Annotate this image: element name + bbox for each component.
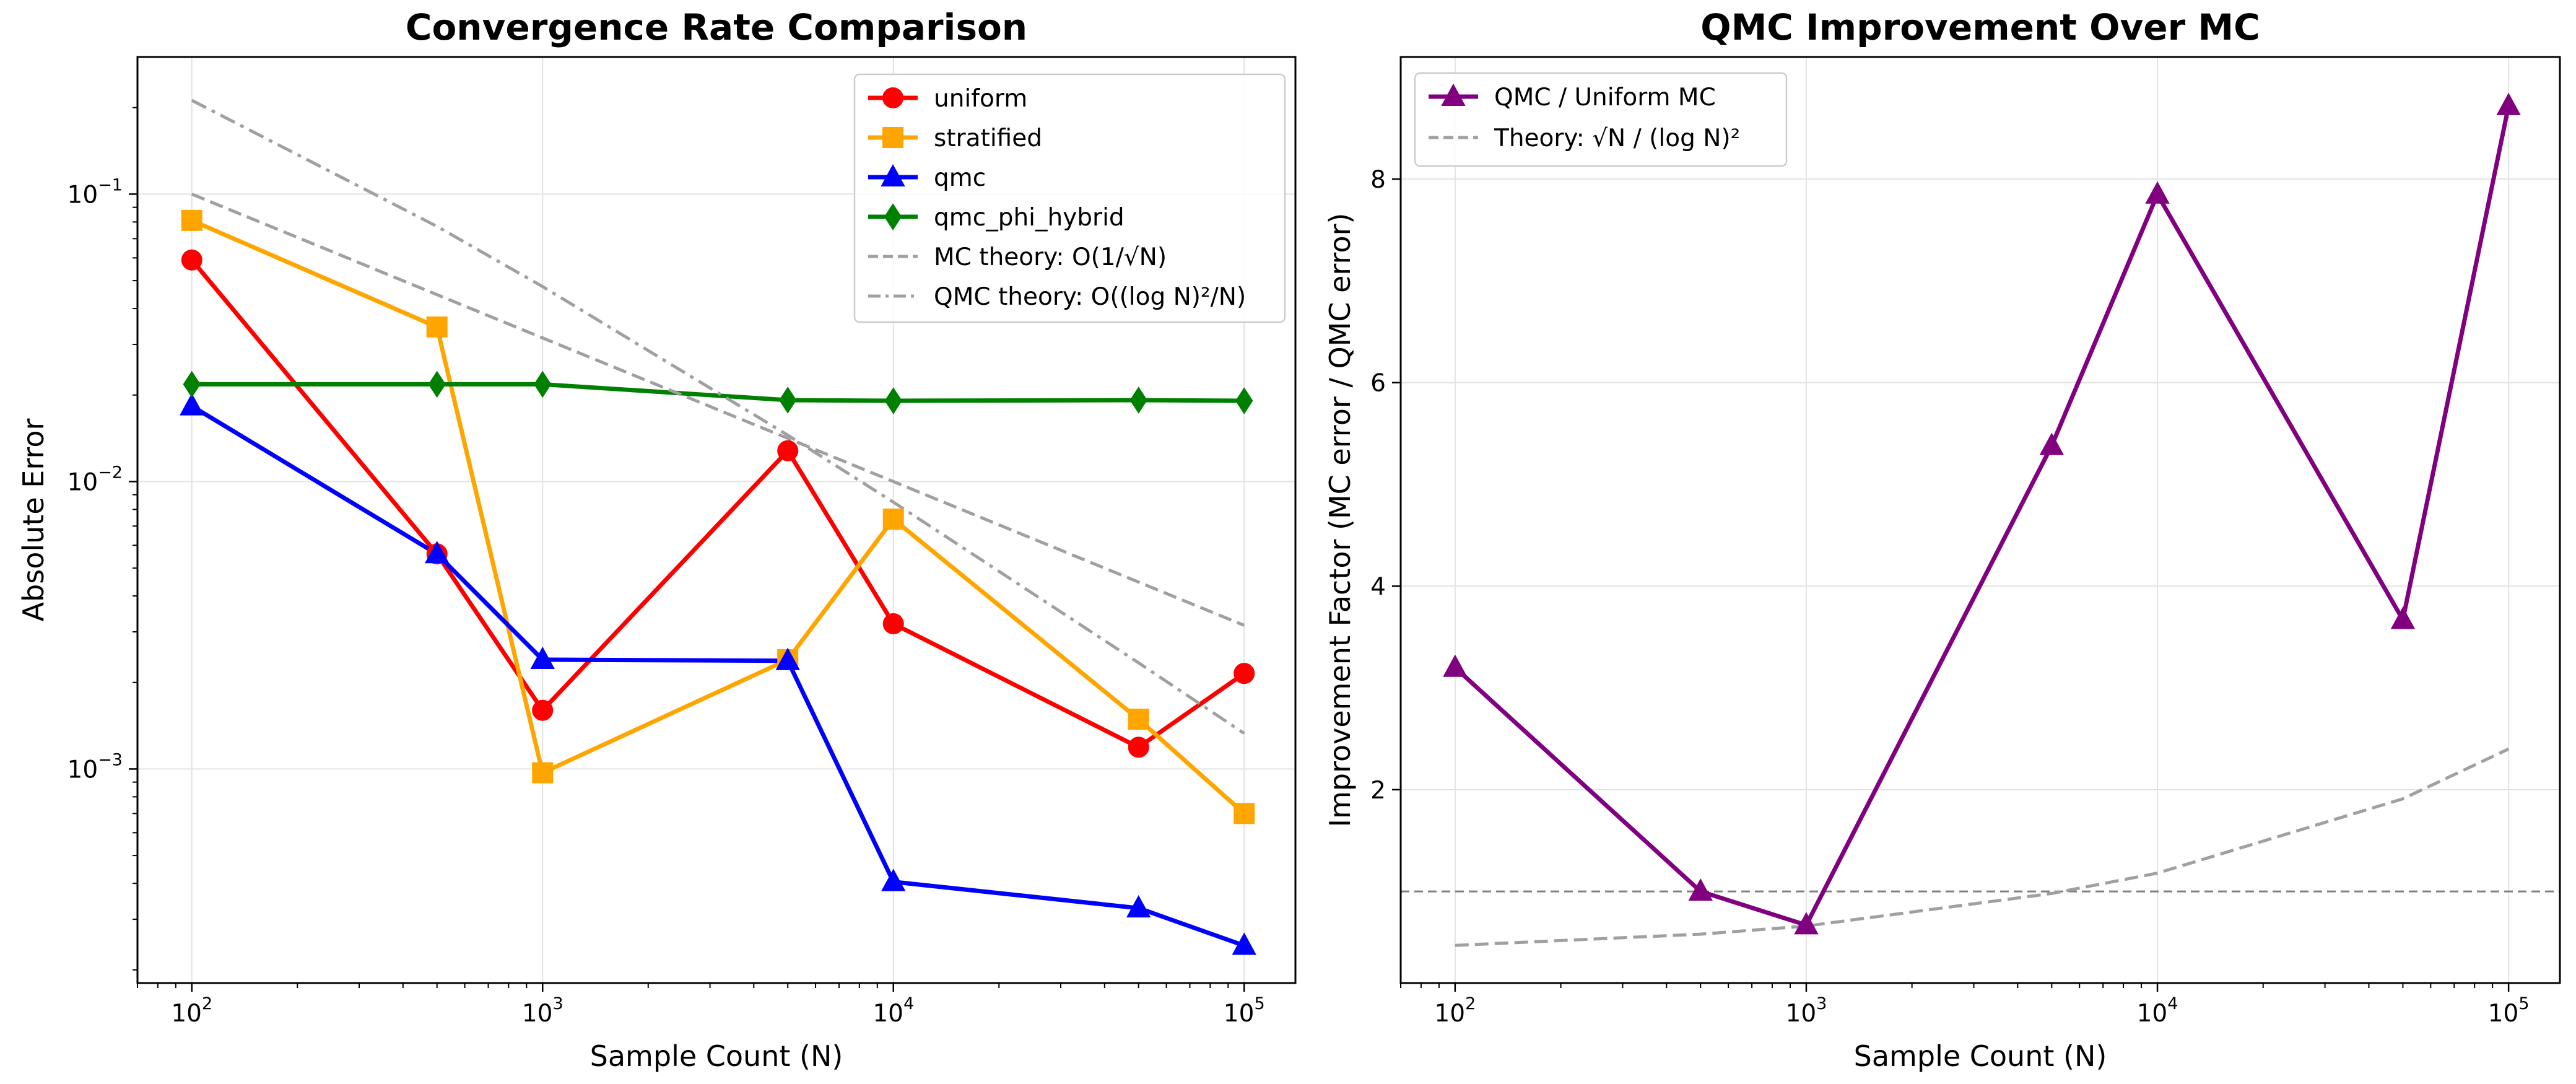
convergence-legend-box <box>853 73 1286 323</box>
improvement-y-tick-label: 8 <box>1370 166 1386 194</box>
legend-marker-qmc <box>881 164 905 186</box>
convergence-series-markers <box>180 209 1256 955</box>
legend-label-mc-theory-o-1-n: MC theory: O(1/√N) <box>934 243 1167 271</box>
data-point-qmc <box>1232 932 1256 955</box>
data-point-uniform <box>1234 663 1255 684</box>
data-point-uniform <box>1128 737 1149 758</box>
data-point-qmc-phi-hybrid <box>534 370 552 398</box>
data-point-qmc-uniform-mc <box>2496 92 2521 115</box>
improvement-y-tick-label: 6 <box>1370 370 1386 398</box>
improvement-series-markers <box>1443 92 2521 935</box>
data-point-qmc-uniform-mc <box>2039 432 2065 455</box>
data-point-uniform <box>777 440 799 461</box>
data-point-uniform <box>882 613 904 635</box>
data-point-qmc-uniform-mc <box>2390 606 2416 629</box>
legend-label-qmc: qmc <box>934 164 986 192</box>
convergence-x-tick-label: 102 <box>171 994 212 1028</box>
legend-label-qmc-theory-o-log-n-n: QMC theory: O((log N)²/N) <box>934 283 1246 311</box>
improvement-x-axis-label: Sample Count (N) <box>1854 1039 2107 1073</box>
data-point-qmc-phi-hybrid <box>428 370 446 398</box>
improvement-y-tick-label: 2 <box>1370 777 1386 805</box>
data-point-stratified <box>882 509 904 530</box>
data-point-qmc-phi-hybrid <box>1129 387 1147 414</box>
convergence-title: Convergence Rate Comparison <box>406 6 1027 48</box>
data-point-stratified <box>1128 709 1149 730</box>
legend-label-theory-n-log-n: Theory: √N / (log N)² <box>1494 125 1740 152</box>
improvement-plot-frame <box>1399 56 2561 984</box>
data-point-uniform <box>181 249 202 271</box>
data-point-qmc-phi-hybrid <box>183 370 201 398</box>
data-point-stratified <box>426 316 448 338</box>
series-line-theory-n-log-n <box>1455 747 2510 947</box>
data-point-stratified <box>181 209 202 231</box>
data-point-qmc-phi-hybrid <box>1235 387 1253 414</box>
improvement-y-tick-label: 4 <box>1370 573 1386 601</box>
data-point-stratified <box>532 762 554 784</box>
data-point-qmc-phi-hybrid <box>884 387 902 414</box>
legend-marker-stratified <box>882 127 903 148</box>
data-point-qmc <box>180 393 204 416</box>
data-point-stratified <box>1234 803 1255 824</box>
convergence-legend: uniform stratified qmc qmc_phi_hybrid MC the… <box>853 73 1286 323</box>
data-point-qmc-uniform-mc <box>1794 912 1819 935</box>
improvement-legend-box <box>1414 72 1788 167</box>
convergence-x-axis-label: Sample Count (N) <box>590 1039 843 1073</box>
series-line-mc-theory-o-1-n <box>191 193 1245 627</box>
data-point-qmc-uniform-mc <box>1443 654 1468 677</box>
data-point-qmc <box>530 646 555 670</box>
convergence-y-axis-label: Absolute Error <box>17 419 50 622</box>
data-point-qmc <box>425 541 450 564</box>
data-point-qmc-uniform-mc <box>2145 181 2170 204</box>
legend-marker-qmc-phi-hybrid <box>884 203 902 230</box>
improvement-title: QMC Improvement Over MC <box>1700 6 2260 48</box>
improvement-legend: QMC / Uniform MC Theory: √N / (log N)² <box>1414 72 1788 167</box>
legend-label-qmc-phi-hybrid: qmc_phi_hybrid <box>934 204 1125 232</box>
data-point-qmc <box>775 647 800 670</box>
improvement-y-axis-label: Improvement Factor (MC error / QMC error… <box>1323 213 1357 828</box>
data-point-qmc <box>1126 894 1151 918</box>
series-line-qmc-theory-o-log-n-n <box>191 98 1245 735</box>
data-point-uniform <box>532 699 554 721</box>
legend-label-qmc-uniform-mc: QMC / Uniform MC <box>1494 84 1716 111</box>
legend-marker-qmc-uniform-mc <box>1441 83 1466 106</box>
convergence-plot-frame <box>136 56 1297 984</box>
legend-label-stratified: stratified <box>934 125 1042 152</box>
data-point-qmc-uniform-mc <box>1688 878 1713 901</box>
data-point-qmc <box>881 868 906 891</box>
data-point-qmc-phi-hybrid <box>779 387 797 414</box>
legend-marker-uniform <box>882 87 903 108</box>
legend-label-uniform: uniform <box>934 85 1027 113</box>
